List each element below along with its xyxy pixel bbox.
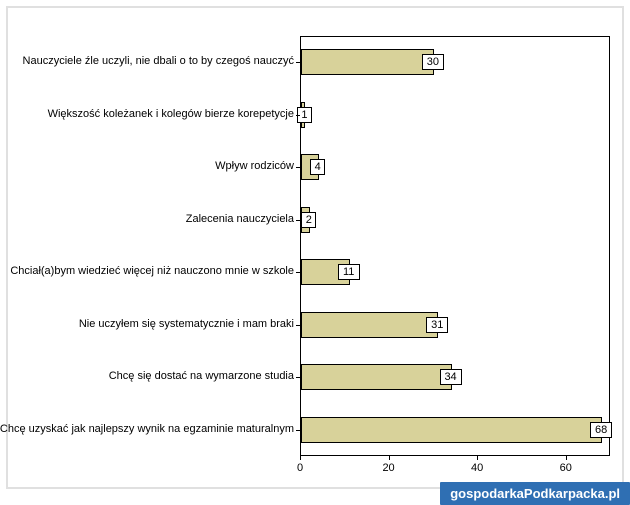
x-tick [300,456,301,460]
x-tick [477,456,478,460]
bar-value-label: 4 [310,159,325,175]
bar [301,49,434,75]
category-tick [296,325,300,326]
category-label: Zalecenia nauczyciela [186,213,294,225]
category-tick [296,62,300,63]
category-label: Chcę się dostać na wymarzone studia [109,370,294,382]
watermark-badge: gospodarkaPodkarpacka.pl [440,482,630,505]
bar-value-label: 2 [301,212,316,228]
category-tick [296,272,300,273]
category-label: Większość koleżanek i kolegów bierze kor… [48,108,294,120]
category-tick [296,430,300,431]
category-tick [296,167,300,168]
bar [301,312,438,338]
category-label: Nauczyciele źle uczyli, nie dbali o to b… [23,55,294,67]
bar-value-label: 34 [440,369,462,385]
bar [301,364,452,390]
x-tick [566,456,567,460]
category-tick [296,115,300,116]
plot-area [300,36,610,456]
category-label: Nie uczyłem się systematycznie i mam bra… [79,318,294,330]
x-tick-label: 60 [560,462,572,474]
watermark-text: gospodarkaPodkarpacka.pl [450,486,620,501]
category-label: Wpływ rodziców [215,160,294,172]
bar-value-label: 31 [426,317,448,333]
x-tick-label: 40 [471,462,483,474]
category-tick [296,377,300,378]
bar-value-label: 68 [590,422,612,438]
bar-value-label: 30 [422,54,444,70]
category-label: Chcę uzyskać jak najlepszy wynik na egza… [0,423,294,435]
chart-container: gospodarkaPodkarpacka.pl 30 Nauczyciele ź… [0,0,630,505]
category-label: Chciał(a)bym wiedzieć więcej niż nauczon… [10,265,294,277]
x-tick-label: 20 [382,462,394,474]
x-tick [389,456,390,460]
x-tick-label: 0 [297,462,303,474]
bar-value-label: 11 [338,264,360,280]
category-tick [296,220,300,221]
bar [301,417,602,443]
